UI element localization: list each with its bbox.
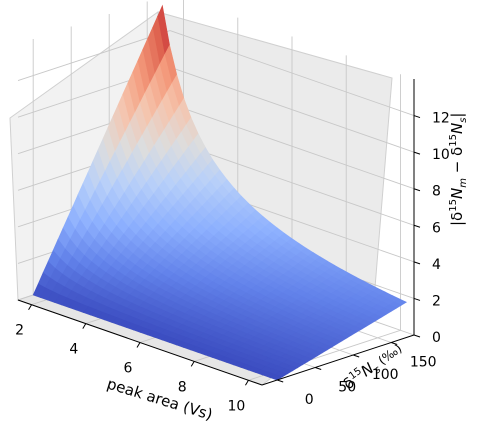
z-tick [413,334,421,338]
grid-z-back [169,139,415,226]
z-tick-label: 4 [432,257,441,273]
z-tick [413,115,421,119]
surface [32,4,408,381]
z-tick-label: 12 [432,111,450,127]
x-tick [190,361,195,367]
z-tick [413,151,421,155]
z-tick-label: 6 [432,220,441,236]
y-tick-label: 50 [338,380,356,396]
x-tick-label: 4 [69,342,78,358]
grid-z-back [169,103,415,190]
x-tick [136,342,141,348]
x-tick [82,323,87,329]
z-tick [413,188,421,192]
x-tick [245,380,249,386]
z-tick-label: 10 [432,147,450,163]
z-tick-label: 0 [432,330,441,346]
y-axis-line [261,334,415,386]
y-tick-label: 0 [305,392,314,408]
z-tick [413,297,421,301]
y-tick-label: 100 [372,367,399,383]
y-tick [277,379,284,383]
y-tick [391,342,398,345]
x-tick-label: 8 [178,379,187,395]
x-axis-label: peak area (Vs) [105,375,215,424]
grid-z-left [17,30,171,81]
x-tick [28,304,32,310]
grid-z-back [169,30,415,116]
z-tick-label: 2 [432,293,441,309]
x-tick-label: 10 [228,398,246,414]
grid-z-back [169,66,415,153]
y-tick-label: 150 [410,355,437,371]
y-tick [353,354,360,358]
surface-patch [269,374,283,381]
z-tick-label: 8 [432,184,441,200]
z-axis-label: |δ15Nm − δ15Ns| [448,113,469,227]
y-tick [315,367,322,370]
z-tick [413,261,421,265]
z-tick [413,224,421,228]
x-tick-label: 2 [15,323,24,339]
x-tick-label: 6 [124,361,133,377]
